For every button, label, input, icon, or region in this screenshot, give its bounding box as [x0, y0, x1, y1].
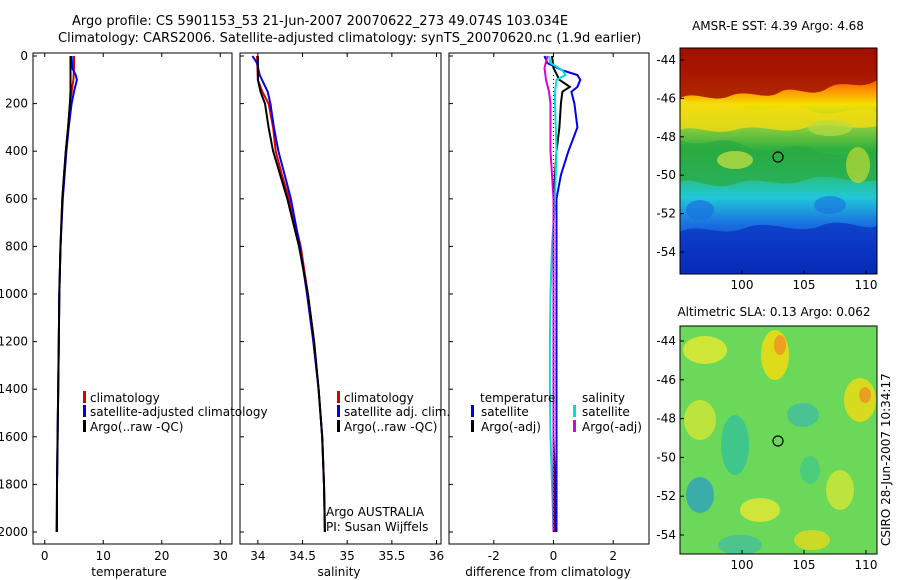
series-line-temperature-argo-adj- — [551, 55, 572, 532]
map-x-tick-label: 110 — [855, 558, 878, 572]
map-y-tick-label: -44 — [656, 334, 676, 348]
x-tick-label: 10 — [96, 549, 111, 563]
legend-swatch-satellite-adj — [337, 405, 340, 417]
salinity-legend: climatology satellite adj. clim. Argo(..… — [337, 391, 450, 434]
legend-swatch-argo — [83, 420, 86, 432]
series-line-salinity-satellite — [548, 55, 567, 533]
y-tick-label: 1400 — [0, 382, 28, 396]
series-line-salinity-argo-adj- — [543, 55, 555, 532]
sla-heatmap — [680, 326, 877, 554]
x-tick-label: 0 — [41, 549, 49, 563]
y-tick-label: 200 — [5, 97, 28, 111]
depth-axis-ticks: 0 200 400 600 800 1000 1200 1400 1600 1800 2000 — [0, 49, 453, 539]
map-x-tick-label: 105 — [793, 278, 816, 292]
y-tick-label: 800 — [5, 239, 28, 253]
x-tick-label: 35.5 — [379, 549, 406, 563]
legend-label-climatology: climatology — [90, 391, 160, 405]
legend-swatch-satellite-adjusted — [83, 405, 86, 417]
x-tick-label: 30 — [213, 549, 228, 563]
temperature-legend: climatology satellite-adjusted climatolo… — [83, 391, 268, 434]
legend-swatch-sal-argo — [573, 420, 576, 432]
series-line-temperature-satellite — [543, 55, 582, 532]
profile-lines — [55, 55, 582, 533]
legend-label-argo: Argo(..raw -QC) — [90, 420, 183, 434]
map-y-tick-label: -52 — [656, 489, 676, 503]
legend-swatch-argo — [337, 420, 340, 432]
series-line-argo-raw-qc- — [56, 56, 72, 532]
sst-map-title: AMSR-E SST: 4.39 Argo: 4.68 — [692, 19, 864, 33]
salinity-panel-frame — [239, 52, 442, 545]
legend-label-sal-satellite: satellite — [582, 405, 630, 419]
y-tick-label: 1600 — [0, 430, 28, 444]
legend-label-satellite-adj: satellite adj. clim. — [344, 405, 450, 419]
map-y-tick-label: -54 — [656, 528, 676, 542]
map-y-tick-label: -46 — [656, 373, 676, 387]
y-tick-label: 1200 — [0, 335, 28, 349]
legend-title-salinity: salinity — [582, 391, 625, 405]
legend-swatch-climatology — [337, 391, 340, 403]
profile-x-ticks: 0 10 20 30 34 34.5 35 35.5 36 -2 0 2 — [41, 53, 617, 563]
map-x-tick-label: 105 — [793, 558, 816, 572]
pi-annotation: PI: Susan Wijffels — [326, 520, 428, 534]
header-line2: Climatology: CARS2006. Satellite-adjuste… — [58, 31, 641, 46]
map-x-tick-label: 100 — [731, 278, 754, 292]
y-tick-label: 400 — [5, 144, 28, 158]
x-tick-label: 34 — [250, 549, 265, 563]
header-line1: Argo profile: CS 5901153_53 21-Jun-2007 … — [72, 14, 568, 29]
y-tick-label: 0 — [20, 49, 28, 63]
sst-map-ticks: 100 105 110 -44 -46 -48 -50 -52 -54 — [656, 53, 877, 292]
sla-map-ticks: 100 105 110 -44 -46 -48 -50 -52 -54 — [656, 334, 877, 572]
y-tick-label: 1800 — [0, 477, 28, 491]
legend-swatch-temp-argo — [471, 420, 474, 432]
legend-label-temp-satellite: satellite — [481, 405, 529, 419]
difference-panel-frame — [448, 52, 650, 545]
map-y-tick-label: -48 — [656, 130, 676, 144]
series-line-climatology — [256, 55, 326, 533]
legend-label-temp-argo: Argo(-adj) — [481, 420, 541, 434]
legend-swatch-climatology — [83, 391, 86, 403]
y-tick-label: 2000 — [0, 525, 28, 539]
legend-swatch-temp-satellite — [471, 405, 474, 417]
x-tick-label: 20 — [154, 549, 169, 563]
series-line-satellite-adj-clim- — [251, 55, 326, 533]
x-tick-label: 36 — [429, 549, 444, 563]
csiro-timestamp: CSIRO 28-Jun-2007 10:34:17 — [879, 373, 893, 546]
legend-swatch-sal-satellite — [573, 405, 576, 417]
sst-heatmap — [680, 48, 877, 274]
series-line-argo-raw-qc- — [256, 56, 326, 533]
map-y-tick-label: -44 — [656, 53, 676, 67]
map-x-tick-label: 100 — [731, 558, 754, 572]
salinity-axis-label: salinity — [317, 565, 360, 579]
temperature-panel-frame — [32, 52, 233, 545]
temperature-axis-label: temperature — [91, 565, 166, 579]
sst-map-frame — [679, 47, 878, 275]
x-tick-label: -2 — [488, 549, 500, 563]
sst-argo-location-marker — [772, 151, 784, 163]
map-y-tick-label: -50 — [656, 168, 676, 182]
y-tick-label: 1000 — [0, 287, 28, 301]
map-x-tick-label: 110 — [855, 278, 878, 292]
x-tick-label: 2 — [609, 549, 617, 563]
legend-label-satellite-adjusted: satellite-adjusted climatology — [90, 405, 268, 419]
y-tick-label: 600 — [5, 192, 28, 206]
legend-label-sal-argo: Argo(-adj) — [582, 420, 642, 434]
x-tick-label: 0 — [550, 549, 558, 563]
map-y-tick-label: -46 — [656, 91, 676, 105]
difference-axis-label: difference from climatology — [465, 565, 631, 579]
x-tick-label: 34.5 — [289, 549, 316, 563]
legend-label-climatology: climatology — [344, 391, 414, 405]
map-y-tick-label: -50 — [656, 450, 676, 464]
map-y-tick-label: -48 — [656, 412, 676, 426]
difference-legend: temperature salinity satellite Argo(-adj… — [471, 391, 642, 434]
legend-title-temperature: temperature — [480, 391, 555, 405]
map-y-tick-label: -54 — [656, 245, 676, 259]
sla-map-title: Altimetric SLA: 0.13 Argo: 0.062 — [677, 305, 870, 319]
argo-australia-annotation: Argo AUSTRALIA — [326, 505, 425, 519]
sla-map-frame — [679, 325, 878, 555]
x-tick-label: 35 — [340, 549, 355, 563]
map-y-tick-label: -52 — [656, 207, 676, 221]
sla-argo-location-marker — [772, 435, 784, 447]
legend-label-argo: Argo(..raw -QC) — [344, 420, 437, 434]
